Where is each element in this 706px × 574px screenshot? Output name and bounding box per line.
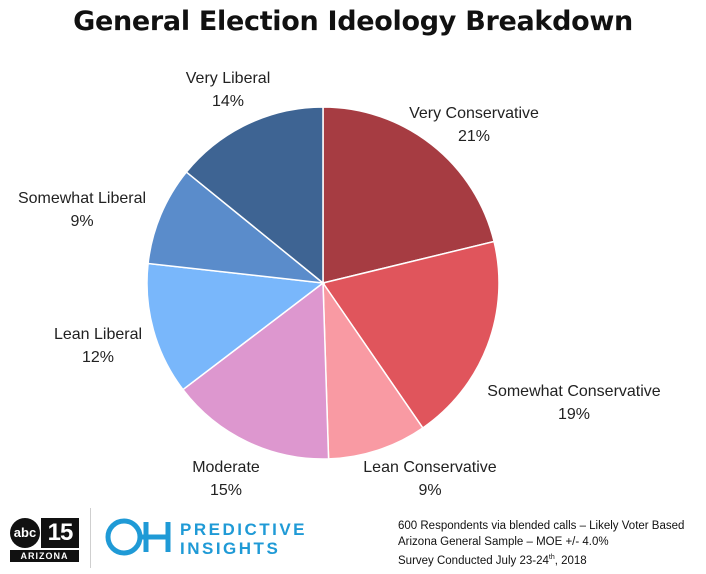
survey-line-3-prefix: Survey Conducted July 23-24: [398, 554, 549, 567]
pie-labels: Very Conservative 21% Somewhat Conservativ…: [18, 70, 661, 499]
abc15-logo: abc 15 ARIZONA: [10, 518, 79, 562]
logo-line-1: PREDICTIVE: [180, 520, 308, 539]
survey-line-3: Survey Conducted July 23-24th, 2018: [398, 550, 684, 569]
chart-title: General Election Ideology Breakdown: [73, 6, 633, 37]
survey-line-2: Arizona General Sample – MOE +/- 4.0%: [398, 535, 609, 548]
pie-chart: Very Conservative 21% Somewhat Conservativ…: [18, 70, 661, 499]
survey-notes: 600 Respondents via blended calls – Like…: [398, 519, 684, 569]
predictive-insights-logo-text: PREDICTIVE INSIGHTS: [180, 520, 307, 558]
slice-value-label: 15%: [210, 482, 242, 499]
slice-label: Lean Liberal: [54, 326, 142, 343]
slice-value-label: 9%: [418, 482, 441, 499]
footer-divider: [90, 508, 91, 568]
slice-value-label: 21%: [458, 128, 490, 145]
slice-value-label: 14%: [212, 93, 244, 110]
pie-slice-lean-liberal: [146, 262, 325, 391]
slice-label: Somewhat Conservative: [487, 383, 661, 400]
survey-line-3-sup: th: [548, 554, 555, 561]
slice-value-label: 12%: [82, 349, 114, 366]
pie-slice-moderate: [181, 281, 330, 460]
pie-slices: [146, 106, 500, 460]
survey-line-3-suffix: , 2018: [554, 554, 587, 567]
slice-value-label: 19%: [558, 406, 590, 423]
pie-slice-somewhat-liberal: [147, 170, 326, 285]
slice-value-label: 9%: [70, 213, 93, 230]
pie-slice-somewhat-conservative: [321, 240, 500, 430]
abc-logo-circle: abc: [10, 518, 40, 548]
slice-label: Moderate: [192, 459, 260, 476]
pie-slice-very-liberal: [185, 106, 324, 285]
slice-label: Very Liberal: [186, 70, 271, 87]
slice-label: Lean Conservative: [363, 459, 497, 476]
logo-line-2: INSIGHTS: [180, 539, 281, 558]
survey-line-1: 600 Respondents via blended calls – Like…: [398, 520, 685, 532]
pie-slice-lean-conservative: [322, 280, 424, 460]
pie-slice-very-conservative: [322, 106, 495, 284]
slice-label: Very Conservative: [409, 105, 539, 122]
slice-label: Somewhat Liberal: [18, 190, 146, 207]
oh-predictive-insights-icon: [105, 518, 171, 556]
abc-logo-subtitle: ARIZONA: [10, 550, 79, 562]
abc-logo-number: 15: [41, 518, 79, 548]
